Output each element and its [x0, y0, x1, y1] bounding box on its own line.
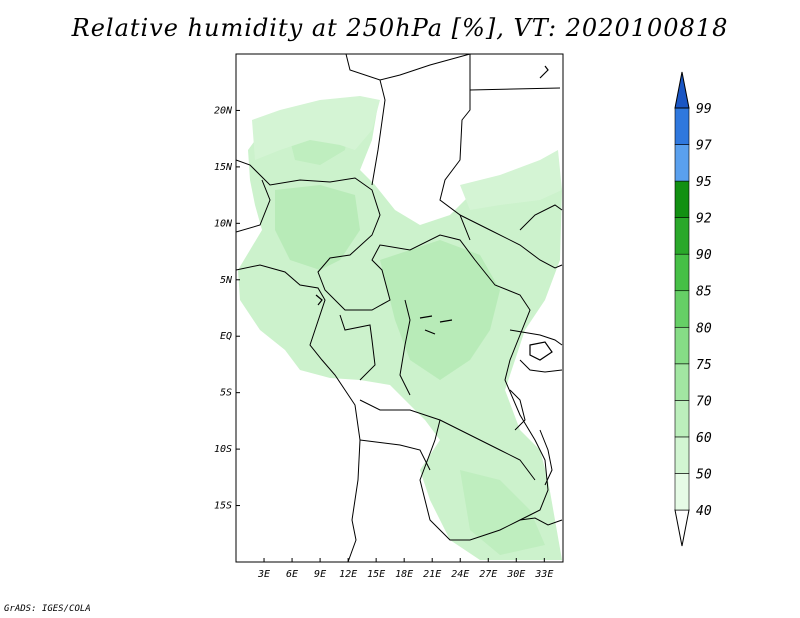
lat-tick-label: EQ [220, 331, 232, 342]
border-zimbabwe [519, 517, 563, 526]
lat-tick-label: 10S [214, 444, 232, 455]
colorbar-segment [674, 144, 690, 182]
border-uganda [509, 329, 563, 346]
lat-tick-label: 5N [220, 275, 233, 286]
humidity-patch-1 [275, 185, 360, 270]
humidity-area-north [252, 96, 380, 160]
colorbar-label: 80 [696, 321, 712, 336]
colorbar: 40 50 60 70 75 80 85 90 92 95 97 99 [674, 71, 712, 547]
colorbar-label: 70 [696, 394, 712, 409]
lon-tick-label: 24E [451, 569, 469, 580]
colorbar-min-arrow [674, 509, 690, 547]
lake-victoria [529, 341, 553, 361]
lon-tick-label: 30E [506, 569, 525, 580]
colorbar-segment [674, 107, 690, 145]
longitude-axis: 3E 6E 9E 12E 15E 18E 21E 24E 27E 30E 33E [257, 558, 553, 580]
colorbar-label: 97 [696, 139, 712, 154]
lat-tick-label: 10N [214, 218, 233, 229]
border-north [345, 54, 471, 81]
border-sudan-west [439, 54, 471, 241]
colorbar-segment [674, 180, 690, 218]
border-west-1 [236, 179, 271, 233]
map-frame [235, 53, 564, 563]
colorbar-label: 75 [696, 358, 712, 373]
colorbar-segment [674, 436, 690, 474]
dry-area-southwest [236, 380, 450, 562]
colorbar-label: 92 [696, 212, 712, 227]
feature-ne [539, 65, 549, 79]
humidity-patch-4 [460, 470, 545, 555]
border-central [236, 159, 549, 541]
map-title: Relative humidity at 250hPa [%], VT: 202… [71, 14, 729, 42]
colorbar-segment [674, 253, 690, 292]
lon-tick-label: 21E [423, 569, 441, 580]
colorbar-segment [674, 290, 690, 328]
border-congo [399, 299, 411, 396]
border-tanzania [519, 359, 563, 373]
colorbar-segment [674, 400, 690, 438]
border-angola-south [359, 439, 431, 471]
colorbar-label: 95 [696, 175, 712, 190]
colorbar-label: 99 [696, 102, 712, 117]
lat-tick-label: 15N [214, 162, 233, 173]
lat-tick-label: 20N [214, 105, 233, 116]
lon-tick-label: 18E [395, 569, 413, 580]
humidity-shading [236, 54, 562, 562]
colorbar-segment [674, 363, 690, 401]
lon-tick-label: 27E [479, 569, 497, 580]
lon-tick-label: 9E [314, 569, 326, 580]
lakes [315, 65, 553, 361]
border-zambia [439, 419, 536, 481]
small-lakes [419, 315, 453, 335]
humidity-patch-2 [380, 240, 500, 380]
border-east-1 [519, 204, 563, 231]
country-borders [236, 54, 563, 562]
humidity-area-northeast [460, 150, 562, 210]
colorbar-segment [674, 217, 690, 255]
credit-label: GrADS: IGES/COLA [4, 604, 91, 614]
island [315, 294, 323, 306]
colorbar-segment [674, 326, 690, 365]
border-sudan-south [459, 214, 563, 269]
colorbar-label: 90 [696, 248, 712, 263]
lake-malawi [539, 429, 553, 486]
colorbar-max-arrow [674, 71, 690, 109]
colorbar-label: 40 [696, 504, 712, 519]
colorbar-label: 85 [696, 285, 712, 300]
coastline-west [236, 264, 361, 562]
colorbar-segment [674, 473, 690, 511]
lon-tick-label: 33E [534, 569, 553, 580]
latitude-axis: 20N 15N 10N 5N EQ 5S 10S 15S [214, 105, 240, 512]
lon-tick-label: 6E [286, 569, 298, 580]
lake-tanganyika [509, 389, 526, 431]
lon-tick-label: 15E [367, 569, 385, 580]
lat-tick-label: 5S [220, 388, 232, 399]
border-gabon [339, 314, 376, 381]
colorbar-label: 60 [696, 431, 712, 446]
lon-tick-label: 12E [339, 569, 357, 580]
border-nigeria-chad [371, 79, 386, 186]
lon-tick-label: 3E [257, 569, 270, 580]
border-egypt-sudan [469, 87, 561, 91]
lat-tick-label: 15S [214, 501, 232, 512]
colorbar-label: 50 [696, 467, 712, 482]
dry-area-north [236, 54, 560, 200]
